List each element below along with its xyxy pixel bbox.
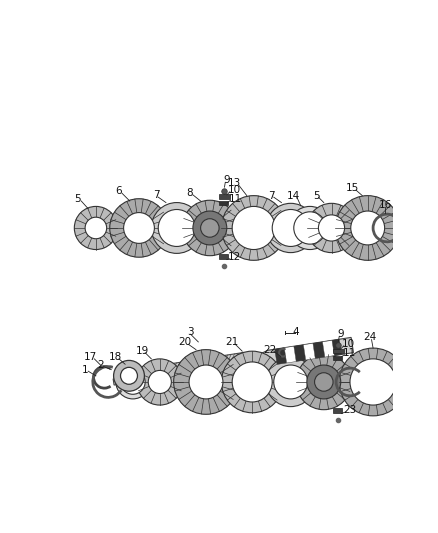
Circle shape <box>232 362 272 402</box>
Text: 19: 19 <box>135 346 149 356</box>
Text: 1: 1 <box>82 366 88 375</box>
Text: 17: 17 <box>84 352 97 362</box>
Polygon shape <box>313 342 325 359</box>
Text: 5: 5 <box>74 193 81 204</box>
Circle shape <box>137 359 183 405</box>
Text: 10: 10 <box>228 185 241 195</box>
Text: 11: 11 <box>229 193 242 204</box>
Text: 5: 5 <box>313 191 319 200</box>
Circle shape <box>120 367 138 384</box>
Text: 14: 14 <box>286 191 300 200</box>
Text: 15: 15 <box>346 183 359 193</box>
Circle shape <box>272 209 309 246</box>
Circle shape <box>266 203 315 253</box>
Circle shape <box>85 217 107 239</box>
Text: 23: 23 <box>343 406 357 415</box>
Circle shape <box>294 212 326 244</box>
Circle shape <box>151 203 202 253</box>
Circle shape <box>296 354 352 410</box>
Text: 13: 13 <box>228 179 241 188</box>
Circle shape <box>350 359 396 405</box>
Circle shape <box>339 348 407 416</box>
Text: 10: 10 <box>342 339 355 349</box>
Circle shape <box>148 370 171 393</box>
Text: 12: 12 <box>228 252 241 262</box>
Circle shape <box>201 219 219 237</box>
Polygon shape <box>294 345 306 361</box>
Circle shape <box>193 211 227 245</box>
Circle shape <box>221 351 283 413</box>
Text: 9: 9 <box>223 175 230 185</box>
Circle shape <box>314 373 333 391</box>
Circle shape <box>74 206 117 249</box>
Text: 6: 6 <box>116 186 122 196</box>
Bar <box>219 254 228 259</box>
Circle shape <box>351 211 385 245</box>
Polygon shape <box>322 341 334 357</box>
Bar <box>333 408 342 413</box>
Circle shape <box>336 196 400 260</box>
Bar <box>333 356 342 360</box>
Polygon shape <box>304 343 315 360</box>
Bar <box>333 349 344 353</box>
Circle shape <box>124 213 155 244</box>
Circle shape <box>266 357 315 407</box>
Text: 9: 9 <box>337 329 344 339</box>
Polygon shape <box>330 339 342 356</box>
Text: 7: 7 <box>268 191 275 200</box>
Text: 21: 21 <box>225 337 238 347</box>
Text: 22: 22 <box>263 345 276 354</box>
Text: 24: 24 <box>364 332 377 342</box>
Circle shape <box>182 200 237 256</box>
Circle shape <box>221 196 286 260</box>
Bar <box>219 201 228 205</box>
Circle shape <box>120 370 145 394</box>
Circle shape <box>307 365 341 399</box>
Polygon shape <box>113 337 353 386</box>
Text: 7: 7 <box>152 190 159 200</box>
Text: 16: 16 <box>379 200 392 210</box>
Text: 2: 2 <box>97 360 104 370</box>
Text: 4: 4 <box>293 327 300 337</box>
Circle shape <box>288 206 332 249</box>
Text: 8: 8 <box>187 188 193 198</box>
Circle shape <box>173 350 238 414</box>
Text: 11: 11 <box>343 349 356 359</box>
Circle shape <box>232 206 276 249</box>
Circle shape <box>318 215 345 241</box>
Circle shape <box>116 365 150 399</box>
Polygon shape <box>275 348 286 365</box>
Circle shape <box>113 360 145 391</box>
Circle shape <box>307 203 356 253</box>
Text: 18: 18 <box>109 352 123 362</box>
Circle shape <box>274 365 307 399</box>
Polygon shape <box>284 346 296 363</box>
Bar <box>219 194 230 199</box>
Text: 20: 20 <box>179 337 192 347</box>
Circle shape <box>158 209 195 246</box>
Circle shape <box>110 199 168 257</box>
Text: 3: 3 <box>187 327 194 337</box>
Circle shape <box>189 365 223 399</box>
